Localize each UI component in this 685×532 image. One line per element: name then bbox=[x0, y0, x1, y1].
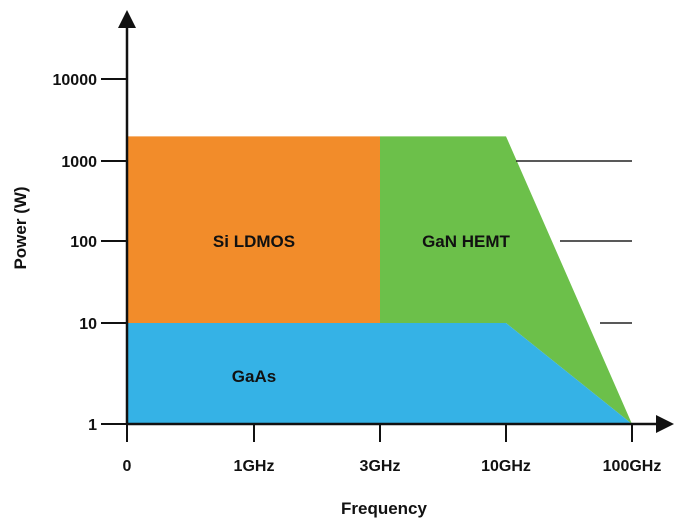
region-label-gaas: GaAs bbox=[232, 367, 276, 386]
region-gaas bbox=[127, 323, 632, 424]
axes-layer bbox=[118, 10, 674, 433]
x-tick-label-1GHz: 1GHz bbox=[234, 458, 275, 475]
region-gan-hemt bbox=[380, 136, 632, 424]
y-tick-label-1000: 1000 bbox=[61, 154, 97, 171]
x-tick-label-0: 0 bbox=[123, 458, 132, 475]
labels-layer: Si LDMOS GaN HEMT GaAs bbox=[213, 232, 511, 386]
region-label-gan-hemt: GaN HEMT bbox=[422, 232, 510, 251]
gridlines-layer bbox=[516, 160, 632, 324]
ticks-layer: 1 10 100 1000 10000 0 1GHz 3GHz 10GHz 100GHz bbox=[53, 72, 662, 475]
x-axis-title: Frequency bbox=[341, 499, 428, 518]
x-tick-label-100GHz: 100GHz bbox=[603, 458, 662, 475]
region-si-ldmos bbox=[127, 136, 380, 323]
y-tick-label-100: 100 bbox=[70, 234, 97, 251]
x-tick-label-3GHz: 3GHz bbox=[360, 458, 401, 475]
y-tick-label-10: 10 bbox=[79, 316, 97, 333]
y-tick-label-10000: 10000 bbox=[53, 72, 98, 89]
y-axis-title: Power (W) bbox=[11, 186, 30, 269]
y-axis-arrow bbox=[118, 10, 136, 28]
x-tick-label-10GHz: 10GHz bbox=[481, 458, 531, 475]
y-tick-label-1: 1 bbox=[88, 417, 97, 434]
region-label-si-ldmos: Si LDMOS bbox=[213, 232, 295, 251]
x-axis-arrow bbox=[656, 415, 674, 433]
regions-layer bbox=[127, 136, 632, 424]
